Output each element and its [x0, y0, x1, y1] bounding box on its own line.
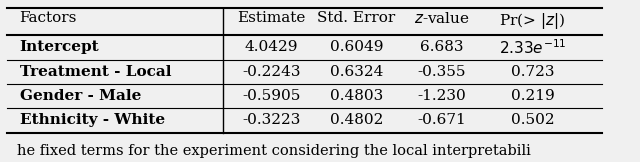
Text: Treatment - Local: Treatment - Local: [20, 65, 171, 79]
Text: 0.6324: 0.6324: [330, 65, 383, 79]
Text: -0.5905: -0.5905: [243, 89, 301, 103]
Text: Estimate: Estimate: [237, 11, 306, 25]
Text: -0.2243: -0.2243: [242, 65, 301, 79]
Text: 0.6049: 0.6049: [330, 40, 383, 54]
Text: $2.33e^{-11}$: $2.33e^{-11}$: [499, 38, 566, 57]
Text: 0.723: 0.723: [511, 65, 554, 79]
Text: Factors: Factors: [20, 11, 77, 25]
Text: 0.4803: 0.4803: [330, 89, 383, 103]
Text: -0.3223: -0.3223: [243, 113, 301, 127]
Text: Std. Error: Std. Error: [317, 11, 396, 25]
Text: -0.671: -0.671: [417, 113, 466, 127]
Text: Pr(> $|z|$): Pr(> $|z|$): [499, 11, 566, 31]
Text: 0.4802: 0.4802: [330, 113, 383, 127]
Text: -1.230: -1.230: [417, 89, 466, 103]
Text: Intercept: Intercept: [20, 40, 99, 54]
Text: 0.219: 0.219: [511, 89, 554, 103]
Text: 4.0429: 4.0429: [244, 40, 298, 54]
Text: Gender - Male: Gender - Male: [20, 89, 141, 103]
Text: 0.502: 0.502: [511, 113, 554, 127]
Text: $z$-value: $z$-value: [413, 11, 469, 26]
Text: he fixed terms for the experiment considering the local interpretabili: he fixed terms for the experiment consid…: [17, 144, 531, 157]
Text: 6.683: 6.683: [420, 40, 463, 54]
Text: Ethnicity - White: Ethnicity - White: [20, 113, 164, 127]
Text: -0.355: -0.355: [417, 65, 466, 79]
